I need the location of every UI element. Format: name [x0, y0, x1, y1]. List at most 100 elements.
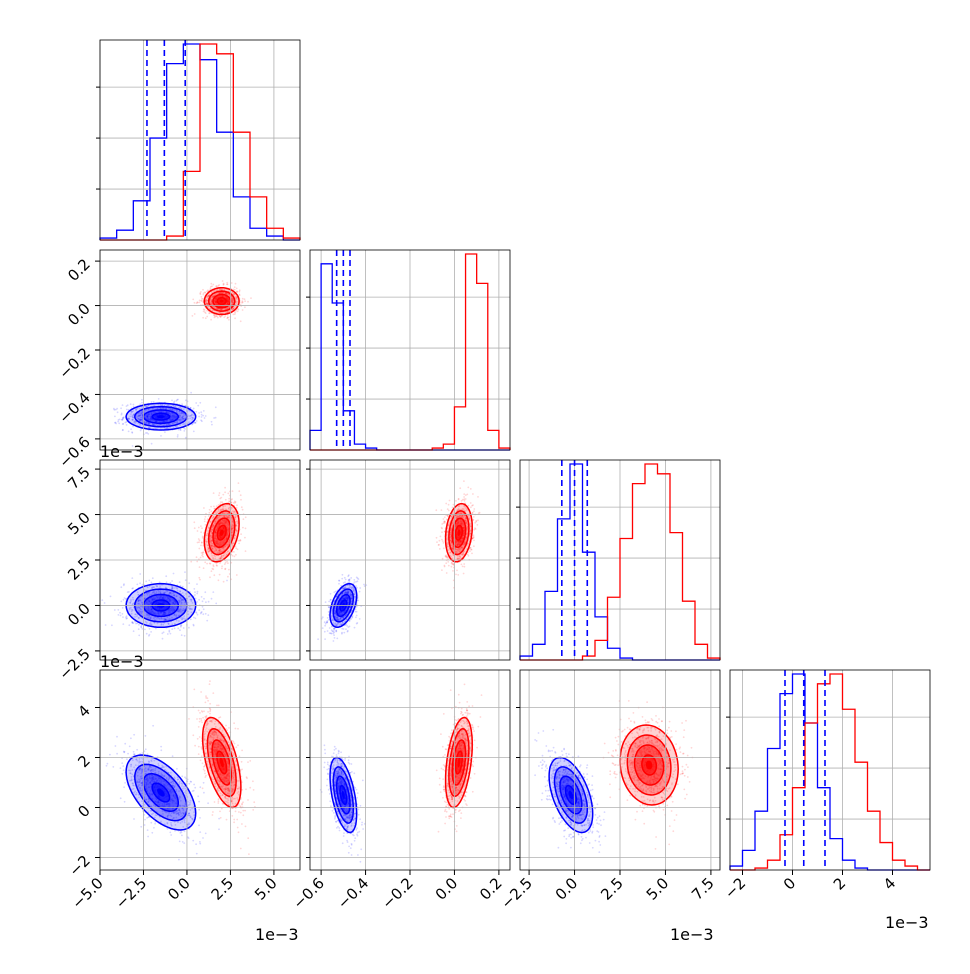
scatter-point — [326, 621, 328, 623]
scatter-point — [204, 561, 206, 563]
scatter-point — [179, 581, 181, 583]
scatter-point — [345, 628, 347, 630]
scatter-point — [116, 408, 118, 410]
scatter-point — [130, 428, 132, 430]
scatter-point — [120, 586, 122, 588]
scatter-point — [170, 633, 172, 635]
scatter-point — [239, 539, 241, 541]
scatter-point — [243, 518, 245, 520]
scatter-point — [341, 632, 343, 634]
scatter-point — [202, 600, 204, 602]
scatter-point — [235, 554, 237, 556]
scatter-point — [331, 633, 333, 635]
scatter-point — [136, 584, 138, 586]
scatter-point — [245, 516, 247, 518]
scatter-point — [472, 493, 474, 495]
scatter-point — [336, 638, 338, 640]
scatter-point — [210, 283, 212, 285]
scatter-point — [193, 588, 195, 590]
scatter-point — [205, 317, 207, 319]
scatter-point — [150, 631, 152, 633]
scatter-point — [147, 433, 149, 435]
scatter-point — [201, 296, 203, 298]
scatter-point — [205, 312, 207, 314]
scatter-point — [363, 584, 365, 586]
scatter-point — [206, 316, 208, 318]
scatter-point — [197, 301, 199, 303]
scatter-point — [181, 403, 183, 405]
scatter-point — [198, 548, 200, 550]
scatter-point — [195, 611, 197, 613]
scatter-point — [176, 400, 178, 402]
scatter-point — [140, 626, 142, 628]
scatter-point — [223, 283, 225, 285]
scatter-point — [101, 599, 103, 601]
scatter-point — [217, 285, 219, 287]
scatter-point — [198, 412, 200, 414]
scatter-point — [344, 577, 346, 579]
scatter-point — [208, 515, 210, 517]
scatter-point — [193, 521, 195, 523]
scatter-point — [205, 613, 207, 615]
scatter-point — [122, 404, 124, 406]
scatter-point — [241, 300, 243, 302]
scatter-point — [473, 510, 475, 512]
scatter-point — [436, 541, 438, 543]
scatter-point — [327, 630, 329, 632]
scatter-point — [223, 581, 225, 583]
scatter-point — [349, 581, 351, 583]
scatter-point — [209, 576, 211, 578]
scatter-point — [203, 608, 205, 610]
scatter-point — [336, 630, 338, 632]
scatter-point — [193, 625, 195, 627]
scatter-point — [160, 435, 162, 437]
scatter-point — [239, 291, 241, 293]
scatter-point — [184, 571, 186, 573]
scatter-point — [192, 299, 194, 301]
scatter-point — [204, 518, 206, 520]
scatter-point — [324, 638, 326, 640]
scatter-point — [211, 570, 213, 572]
scatter-point — [205, 516, 207, 518]
scatter-point — [345, 579, 347, 581]
scatter-point — [171, 400, 173, 402]
scatter-point — [244, 298, 246, 300]
scatter-point — [126, 618, 128, 620]
scatter-point — [237, 548, 239, 550]
scatter-point — [207, 289, 209, 291]
scatter-point — [198, 577, 200, 579]
scatter-point — [440, 536, 442, 538]
scatter-point — [470, 488, 472, 490]
scatter-point — [199, 540, 201, 542]
scatter-point — [126, 405, 128, 407]
scatter-point — [151, 401, 153, 403]
scatter-point — [244, 300, 246, 302]
scatter-point — [343, 632, 345, 634]
scatter-point — [333, 634, 335, 636]
scatter-point — [194, 302, 196, 304]
scatter-point — [184, 635, 186, 637]
scatter-point — [114, 416, 116, 418]
scatter-point — [219, 562, 221, 564]
scatter-point — [219, 492, 221, 494]
scatter-point — [358, 578, 360, 580]
scatter-point — [236, 574, 238, 576]
scatter-point — [131, 431, 133, 433]
scatter-point — [120, 615, 122, 617]
scatter-point — [190, 561, 192, 563]
scatter-point — [333, 629, 335, 631]
scatter-point — [213, 492, 215, 494]
scatter-point — [452, 570, 454, 572]
scatter-point — [171, 628, 173, 630]
scatter-point — [467, 487, 469, 489]
scatter-point — [235, 283, 237, 285]
scatter-point — [174, 401, 176, 403]
scatter-point — [347, 575, 349, 577]
scatter-point — [196, 561, 198, 563]
scatter-point — [353, 581, 355, 583]
scatter-point — [139, 573, 141, 575]
scatter-point — [199, 566, 201, 568]
scatter-point — [196, 583, 198, 585]
scatter-point — [197, 591, 199, 593]
scatter-point — [441, 569, 443, 571]
